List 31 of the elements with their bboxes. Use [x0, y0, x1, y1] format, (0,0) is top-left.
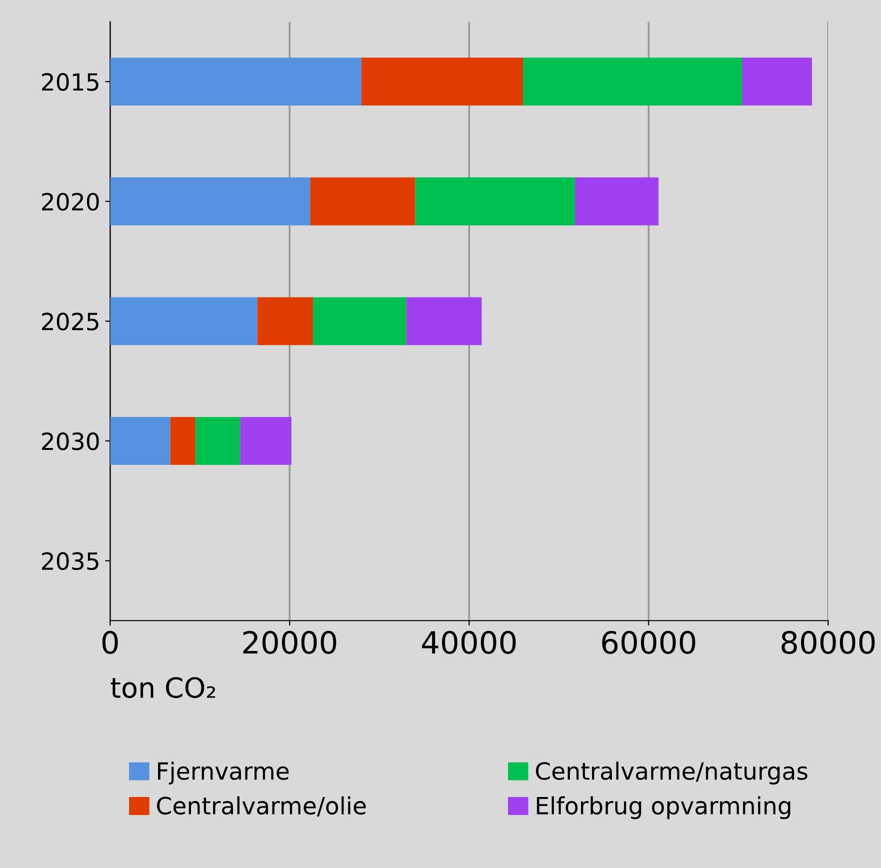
x-tick-label: 60000: [602, 630, 696, 654]
x-tick-label: 40000: [422, 630, 516, 654]
bar: [195, 416, 240, 465]
y-tick-label: 2025: [42, 312, 98, 330]
bar: [240, 416, 292, 465]
x-axis-title: ton CO₂: [110, 677, 216, 698]
bar: [742, 58, 812, 106]
bar: [312, 297, 406, 346]
bar: [361, 58, 523, 106]
bar: [415, 177, 576, 226]
bar: [575, 177, 659, 226]
bar: [110, 58, 362, 106]
y-tick-label: 2020: [42, 192, 99, 211]
bar: [110, 177, 310, 226]
bar: [257, 297, 313, 346]
legend-label: Elforbrug opvarmning: [536, 796, 790, 820]
bar: [522, 58, 742, 106]
bar: [110, 297, 258, 346]
bar: [406, 297, 482, 346]
y-tick-label: 2015: [42, 73, 98, 91]
y-tick-label: 2030: [42, 432, 99, 450]
legend-label: Fjernvarme: [158, 762, 289, 785]
bar: [110, 416, 170, 465]
bar: [170, 416, 196, 465]
x-tick-label: 0: [102, 630, 118, 654]
x-tick-label: 20000: [243, 630, 336, 654]
bar: [310, 177, 416, 226]
legend-label: Centralvarme/olie: [157, 796, 366, 816]
x-tick-label: 80000: [782, 630, 875, 654]
y-tick-label: 2035: [42, 552, 98, 570]
legend-label: Centralvarme/naturgas: [536, 762, 808, 785]
